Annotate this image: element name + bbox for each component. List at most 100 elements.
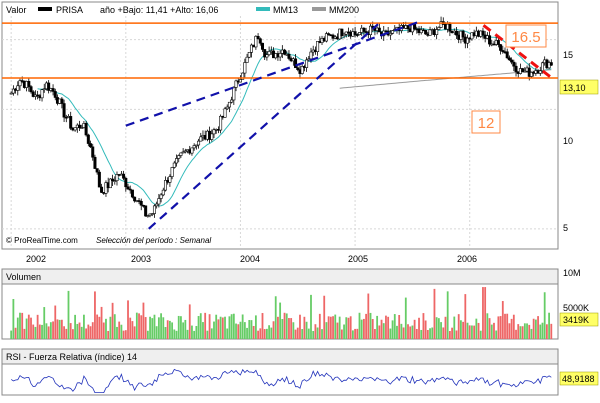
volume-bar bbox=[358, 312, 361, 339]
ma-short-swatch bbox=[256, 7, 270, 11]
volume-bar bbox=[41, 324, 43, 339]
volume-bar bbox=[382, 323, 385, 339]
volume-bar bbox=[462, 321, 465, 339]
volume-bar bbox=[274, 296, 277, 339]
volume-bar bbox=[109, 316, 112, 339]
volume-bar bbox=[16, 317, 19, 339]
volume-bar bbox=[519, 326, 522, 339]
volume-bar bbox=[47, 326, 50, 339]
volume-bar bbox=[135, 312, 138, 339]
candle-body bbox=[507, 57, 511, 61]
volume-bar bbox=[510, 318, 513, 339]
volume-bar bbox=[312, 330, 315, 339]
rsi-title-bar bbox=[1, 348, 559, 365]
period-label: Selección del período : Semanal bbox=[96, 236, 211, 245]
candle-body bbox=[161, 189, 165, 196]
candle-body bbox=[499, 44, 503, 51]
volume-bar bbox=[58, 319, 61, 339]
volume-bar bbox=[484, 287, 487, 339]
vol-tick-5000k: 5000K bbox=[563, 303, 589, 313]
volume-bar bbox=[545, 324, 548, 339]
candle-body bbox=[309, 51, 313, 60]
vol-tick-10m: 10M bbox=[563, 268, 581, 278]
volume-bar bbox=[448, 331, 451, 339]
volume-bar bbox=[402, 327, 405, 339]
candle-body bbox=[108, 178, 112, 189]
volume-bar bbox=[440, 322, 442, 339]
volume-bar bbox=[10, 330, 13, 339]
candle-body bbox=[232, 87, 236, 101]
volume-bar bbox=[290, 318, 293, 339]
candle-body bbox=[247, 51, 251, 58]
volume-bar bbox=[188, 304, 191, 339]
candle-body bbox=[549, 62, 553, 66]
volume-bar bbox=[499, 316, 502, 339]
volume-bar bbox=[530, 328, 533, 339]
volume-bar bbox=[466, 322, 469, 339]
volume-bar bbox=[210, 328, 213, 339]
volume-bar bbox=[232, 313, 235, 339]
volume-bar bbox=[360, 319, 363, 339]
volume-bar bbox=[239, 321, 242, 339]
candle-body bbox=[260, 42, 264, 50]
candle-body bbox=[130, 189, 134, 198]
candle-body bbox=[263, 49, 267, 58]
candle-body bbox=[16, 85, 20, 91]
last-price-box bbox=[559, 79, 599, 95]
candle-body bbox=[265, 54, 269, 58]
volume-bar bbox=[336, 322, 339, 339]
candle-body bbox=[437, 27, 441, 30]
candle-body bbox=[179, 152, 183, 156]
candle-body bbox=[258, 38, 262, 44]
level-low-label: 12 bbox=[478, 115, 495, 132]
candle-body bbox=[197, 140, 201, 146]
x-tick-2002: 2002 bbox=[26, 254, 46, 264]
volume-bar bbox=[140, 315, 143, 339]
volume-bar bbox=[334, 314, 337, 339]
candle-body bbox=[157, 198, 161, 205]
candle-body bbox=[256, 35, 260, 40]
candle-body bbox=[172, 162, 176, 168]
candle-body bbox=[254, 35, 258, 48]
volume-bar bbox=[305, 321, 308, 339]
volume-bar bbox=[501, 301, 504, 339]
volume-bar bbox=[94, 291, 96, 339]
volume-bar bbox=[157, 317, 160, 339]
last-rsi-box bbox=[559, 371, 599, 386]
volume-bar bbox=[318, 313, 321, 339]
last-volume-box bbox=[559, 312, 599, 327]
volume-bar bbox=[548, 312, 550, 339]
volume-bar bbox=[420, 329, 423, 339]
level-high-label: 16.5 bbox=[511, 29, 540, 46]
volume-bars bbox=[10, 287, 553, 339]
candle-body bbox=[249, 44, 253, 53]
channel-lower-line bbox=[148, 23, 379, 230]
volume-bar bbox=[237, 324, 240, 339]
volume-bar bbox=[98, 316, 101, 339]
volume-bar bbox=[96, 314, 99, 339]
volume-bar bbox=[19, 312, 21, 339]
volume-bar bbox=[387, 316, 390, 339]
volume-bar bbox=[129, 317, 132, 339]
volume-bar bbox=[191, 325, 193, 339]
volume-bar bbox=[166, 320, 169, 339]
candle-body bbox=[97, 171, 101, 188]
volume-bar bbox=[453, 316, 456, 339]
candle-body bbox=[177, 155, 181, 159]
volume-bar bbox=[138, 313, 140, 339]
volume-bar bbox=[460, 320, 462, 339]
volume-bar bbox=[422, 313, 425, 339]
volume-bar bbox=[464, 294, 467, 339]
volume-bar bbox=[393, 314, 396, 339]
volume-bar bbox=[63, 326, 65, 339]
candle-body bbox=[51, 88, 55, 92]
candle-body bbox=[181, 151, 185, 154]
volume-bar bbox=[259, 328, 262, 339]
volume-bar bbox=[272, 321, 275, 339]
volume-bar bbox=[146, 330, 149, 339]
volume-bar bbox=[471, 325, 473, 339]
candle-body bbox=[278, 53, 282, 58]
volume-bar bbox=[351, 330, 354, 339]
candle-body bbox=[305, 59, 309, 68]
